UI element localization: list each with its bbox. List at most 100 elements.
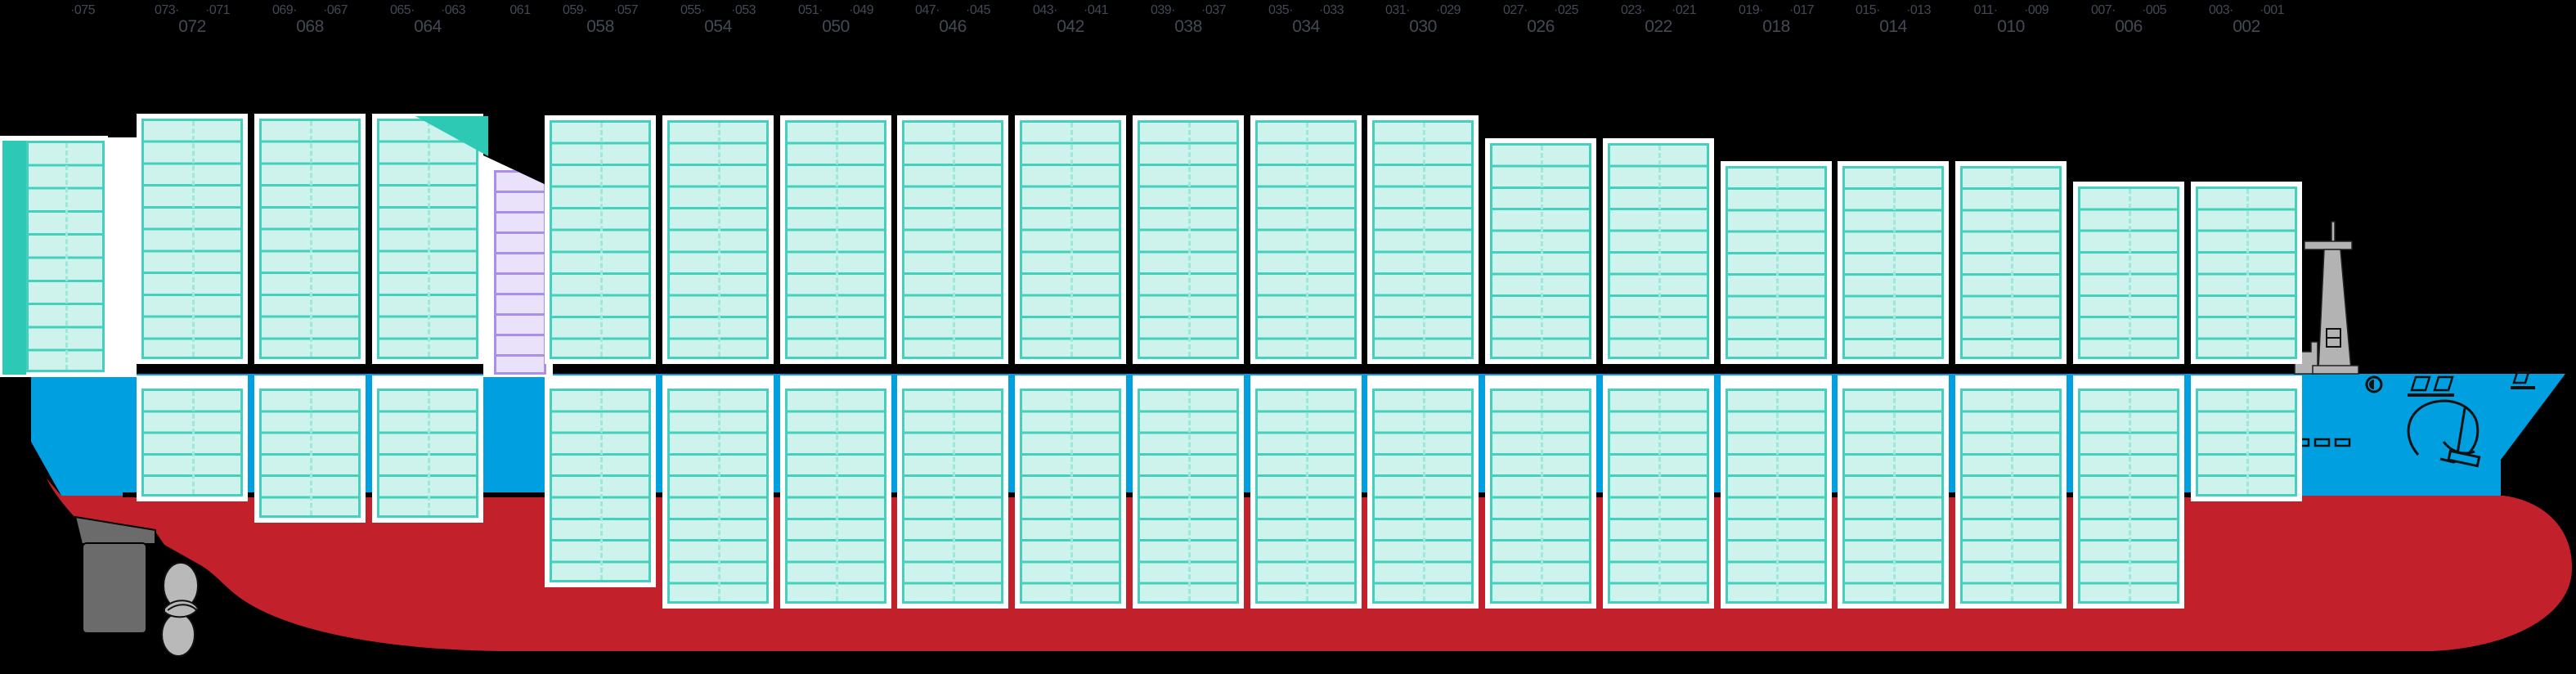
hold-stack-006[interactable] (2073, 375, 2184, 609)
bay-label-010[interactable]: 010 (1997, 17, 2025, 36)
bay-label-068[interactable]: 068 (296, 17, 324, 36)
hold-containers-042[interactable] (1020, 389, 1121, 604)
bay-label-054-fore[interactable]: 055· (680, 3, 706, 17)
bay-label-010-fore[interactable]: 011· (1973, 3, 1998, 17)
bay-label-006-aft[interactable]: ·005 (2141, 3, 2167, 17)
deck-containers-054[interactable] (667, 120, 769, 359)
deck-containers-002[interactable] (2196, 186, 2297, 359)
bay-label-014-fore[interactable]: 015· (1855, 3, 1881, 17)
bay-label-034-aft[interactable]: ·033 (1318, 3, 1344, 17)
deck-containers-010[interactable] (1960, 166, 2062, 359)
hold-containers-058[interactable] (550, 389, 651, 582)
bay-label-018[interactable]: 018 (1762, 17, 1790, 36)
bay-label-054[interactable]: 054 (704, 17, 732, 36)
hold-containers-002[interactable] (2196, 389, 2297, 497)
hold-containers-026[interactable] (1490, 389, 1591, 604)
bay-label-002-fore[interactable]: 003· (2208, 3, 2234, 17)
hold-containers-022[interactable] (1608, 389, 1709, 604)
deck-containers-022[interactable] (1608, 143, 1709, 359)
bay-label-058[interactable]: 058 (586, 17, 614, 36)
hold-containers-050[interactable] (785, 389, 886, 604)
special-stack-061[interactable] (494, 170, 546, 375)
hold-stack-038[interactable] (1133, 375, 1244, 609)
bay-label-026-aft[interactable]: ·025 (1553, 3, 1579, 17)
hold-stack-002[interactable] (2191, 375, 2302, 501)
deck-stack-026[interactable] (1485, 138, 1596, 364)
bay-label-022-aft[interactable]: ·021 (1671, 3, 1697, 17)
hold-containers-006[interactable] (2078, 389, 2179, 604)
bay-label-034-fore[interactable]: 035· (1268, 3, 1294, 17)
bay-label-002[interactable]: 002 (2233, 17, 2260, 36)
hold-stack-026[interactable] (1485, 375, 1596, 609)
bay-label-075[interactable]: ·075 (70, 3, 96, 17)
bay-label-022-fore[interactable]: 023· (1620, 3, 1646, 17)
bay-label-026-fore[interactable]: 027· (1502, 3, 1528, 17)
bay-label-038-aft[interactable]: ·037 (1200, 3, 1227, 17)
bay-label-072-aft[interactable]: ·071 (204, 3, 231, 17)
bay-label-050[interactable]: 050 (822, 17, 850, 36)
deck-stack-058[interactable] (545, 115, 656, 364)
hold-stack-046[interactable] (897, 375, 1008, 609)
hold-containers-018[interactable] (1726, 389, 1827, 604)
deck-stack-018[interactable] (1721, 161, 1832, 364)
deck-stack-010[interactable] (1955, 161, 2067, 364)
bay-label-046-aft[interactable]: ·045 (965, 3, 991, 17)
deck-stack-006[interactable] (2073, 182, 2184, 364)
bay-label-034[interactable]: 034 (1292, 17, 1320, 36)
deck-containers-058[interactable] (550, 120, 651, 359)
bay-label-030-aft[interactable]: ·029 (1435, 3, 1461, 17)
bay-label-018-fore[interactable]: 019· (1738, 3, 1764, 17)
bay-label-030[interactable]: 030 (1409, 17, 1437, 36)
deck-stack-014[interactable] (1838, 161, 1949, 364)
hold-stack-058[interactable] (545, 375, 656, 587)
hold-stack-022[interactable] (1603, 375, 1714, 609)
bay-label-038-fore[interactable]: 039· (1150, 3, 1176, 17)
hold-stack-034[interactable] (1250, 375, 1362, 609)
bay-label-072-fore[interactable]: 073· (154, 3, 180, 17)
deck-stack-002[interactable] (2191, 182, 2302, 364)
bay-label-022[interactable]: 022 (1645, 17, 1672, 36)
deck-containers-030[interactable] (1372, 120, 1474, 359)
deck-containers-064[interactable] (377, 119, 478, 359)
deck-stack-064[interactable] (372, 114, 483, 364)
bay-label-064-fore[interactable]: 065· (389, 3, 415, 17)
hold-stack-050[interactable] (780, 375, 891, 609)
deck-containers-050[interactable] (785, 120, 886, 359)
bay-label-050-aft[interactable]: ·049 (848, 3, 874, 17)
deck-containers-042[interactable] (1020, 120, 1121, 359)
bay-label-058-fore[interactable]: 059· (562, 3, 588, 17)
bay-label-042[interactable]: 042 (1057, 17, 1084, 36)
deck-stack-068[interactable] (254, 114, 366, 364)
hold-containers-046[interactable] (902, 389, 1003, 604)
deck-containers-072[interactable] (141, 119, 243, 359)
deck-stack-050[interactable] (780, 115, 891, 364)
bay-label-046[interactable]: 046 (939, 17, 967, 36)
hold-stack-010[interactable] (1955, 375, 2067, 609)
hold-stack-014[interactable] (1838, 375, 1949, 609)
hold-containers-030[interactable] (1372, 389, 1474, 604)
deck-containers-014[interactable] (1842, 166, 1944, 359)
hold-containers-034[interactable] (1255, 389, 1357, 604)
hold-stack-072[interactable] (137, 375, 248, 501)
deck-containers-026[interactable] (1490, 143, 1591, 359)
hold-stack-018[interactable] (1721, 375, 1832, 609)
deck-containers-006[interactable] (2078, 186, 2179, 359)
deck-containers-068[interactable] (259, 119, 361, 359)
bay-label-068-fore[interactable]: 069· (272, 3, 298, 17)
hold-containers-010[interactable] (1960, 389, 2062, 604)
hold-containers-072[interactable] (141, 389, 243, 497)
bay-label-014[interactable]: 014 (1879, 17, 1907, 36)
bay-label-064-aft[interactable]: ·063 (440, 3, 466, 17)
deck-stack-038[interactable] (1133, 115, 1244, 364)
deck-containers-034[interactable] (1255, 120, 1357, 359)
bay-label-026[interactable]: 026 (1527, 17, 1555, 36)
hold-containers-038[interactable] (1138, 389, 1239, 604)
bay-label-006[interactable]: 006 (2115, 17, 2143, 36)
deck-containers-018[interactable] (1726, 166, 1827, 359)
deck-stack-046[interactable] (897, 115, 1008, 364)
bay-label-030-fore[interactable]: 031· (1384, 3, 1411, 17)
deck-stack-042[interactable] (1015, 115, 1126, 364)
hold-containers-064[interactable] (377, 389, 478, 518)
bay-label-042-fore[interactable]: 043· (1032, 3, 1058, 17)
deck-stack-030[interactable] (1367, 115, 1479, 364)
